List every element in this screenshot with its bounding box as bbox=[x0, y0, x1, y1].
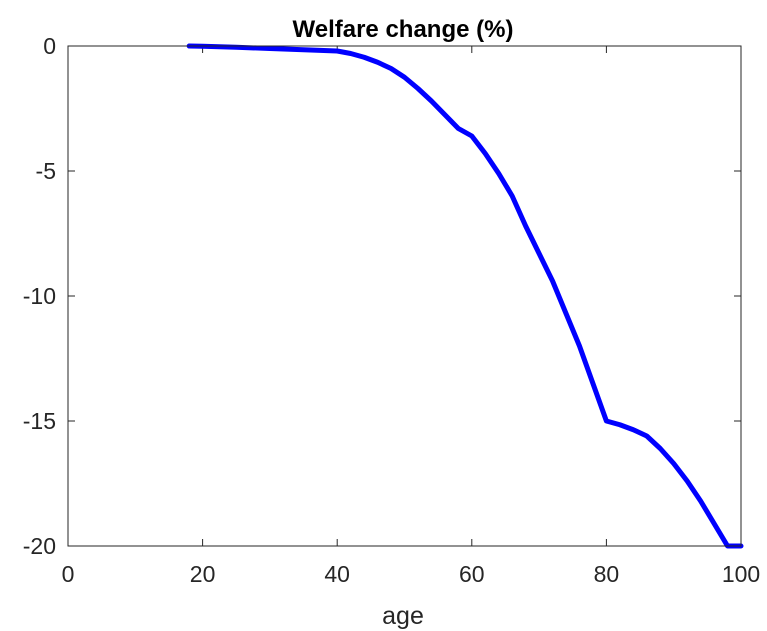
x-tick-label: 40 bbox=[324, 561, 350, 587]
x-axis-label: age bbox=[382, 602, 424, 630]
plot-area-box bbox=[67, 45, 742, 547]
series-line bbox=[186, 43, 744, 549]
x-tick-label: 60 bbox=[459, 561, 485, 587]
chart-title: Welfare change (%) bbox=[293, 16, 514, 43]
y-tick-label: -20 bbox=[23, 533, 56, 559]
y-tick-label: 0 bbox=[43, 33, 56, 59]
x-tick-label: 0 bbox=[62, 561, 75, 587]
series-layer bbox=[186, 43, 744, 549]
y-tick-label: -10 bbox=[23, 283, 56, 309]
x-tick-label: 100 bbox=[722, 561, 760, 587]
axis-ticks: 0 20 40 60 80 100 0 -5 -10 -15 -20 bbox=[23, 33, 760, 587]
x-tick-label: 20 bbox=[190, 561, 216, 587]
y-tick-label: -15 bbox=[23, 408, 56, 434]
x-tick-label: 80 bbox=[594, 561, 620, 587]
y-tick-label: -5 bbox=[36, 158, 56, 184]
